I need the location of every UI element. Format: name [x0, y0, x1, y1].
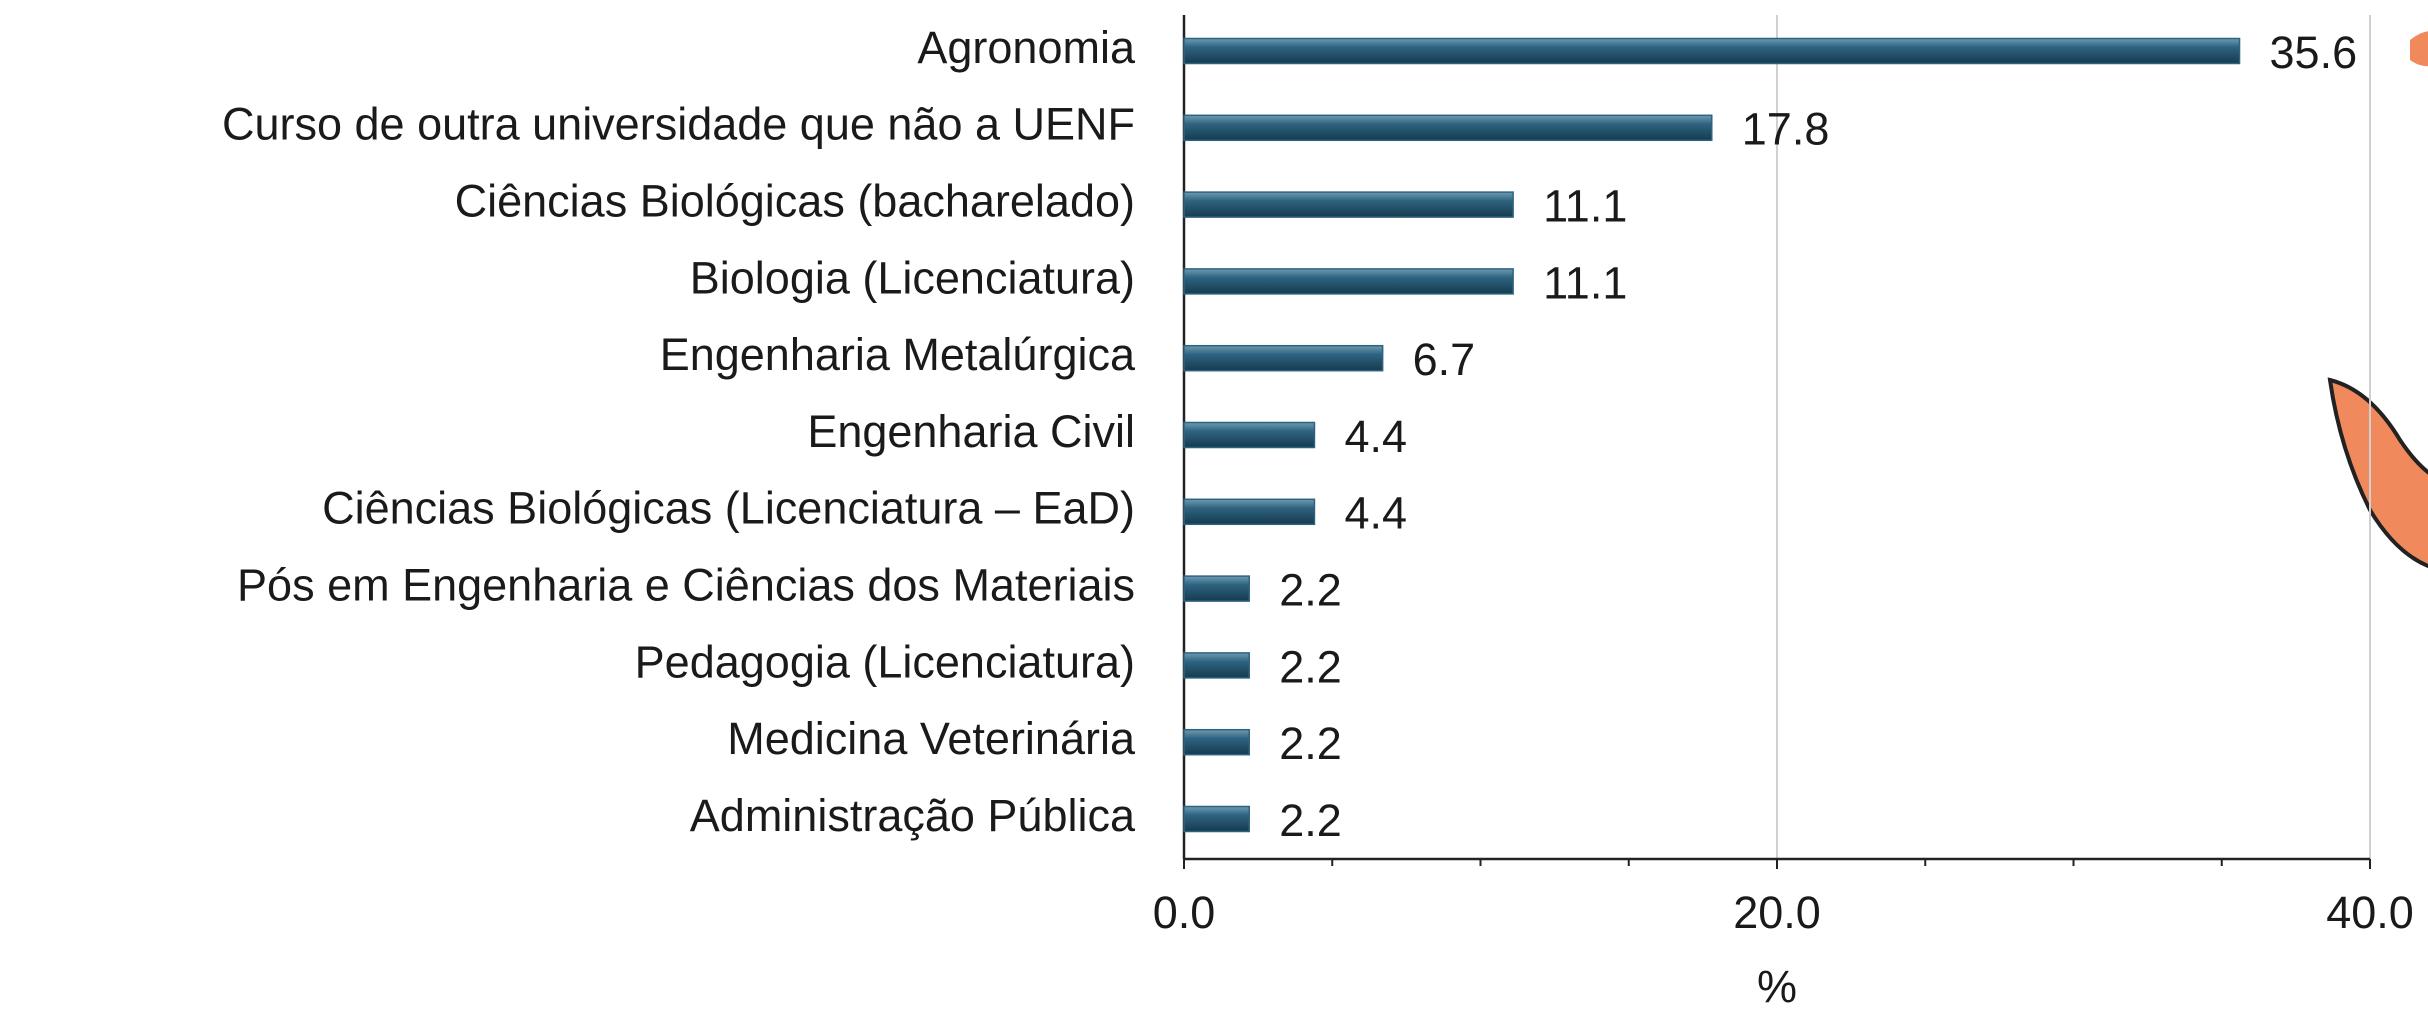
y-tick-label: Engenharia Civil [807, 406, 1135, 457]
y-tick-label: Ciências Biológicas (bacharelado) [455, 175, 1135, 226]
bar [1183, 652, 1250, 679]
bar [1183, 805, 1250, 833]
y-tick-label: Agronomia [917, 22, 1136, 73]
data-label: 17.8 [1742, 104, 1830, 155]
data-label: 2.2 [1279, 564, 1342, 615]
decoration [2327, 31, 2428, 569]
y-tick-label: Biologia (Licenciatura) [690, 252, 1135, 303]
bar [1183, 498, 1316, 526]
y-tick-label: Pós em Engenharia e Ciências dos Materia… [237, 559, 1135, 610]
data-label: 6.7 [1413, 334, 1476, 385]
bar [1183, 191, 1514, 218]
x-tick-label: 0.0 [1153, 887, 1216, 938]
data-label: 11.1 [1543, 257, 1627, 308]
data-label: 4.4 [1344, 488, 1407, 539]
y-tick-label: Ciências Biológicas (Licenciatura – EaD) [322, 483, 1135, 534]
bar [1183, 421, 1316, 449]
x-axis-label: % [1757, 961, 1797, 1012]
y-tick-label: Medicina Veterinária [727, 713, 1136, 764]
y-tick-label: Administração Pública [690, 790, 1136, 841]
y-tick-label: Engenharia Metalúrgica [660, 329, 1136, 380]
y-tick-label: Pedagogia (Licenciatura) [635, 636, 1135, 687]
bar [1183, 37, 2241, 65]
data-label: 35.6 [2270, 27, 2358, 78]
data-label: 2.2 [1279, 641, 1342, 692]
x-tick-label: 20.0 [1733, 887, 1821, 938]
data-label: 2.2 [1279, 718, 1342, 769]
bar [1183, 344, 1384, 372]
data-label: 4.4 [1344, 411, 1407, 462]
bar [1183, 728, 1250, 756]
x-tick-label: 40.0 [2326, 887, 2414, 938]
data-label: 11.1 [1543, 180, 1627, 231]
bar [1183, 268, 1514, 295]
y-tick-label: Curso de outra universidade que não a UE… [222, 99, 1135, 150]
bar [1183, 114, 1713, 142]
bar [1183, 575, 1250, 602]
data-label: 2.2 [1279, 795, 1342, 846]
